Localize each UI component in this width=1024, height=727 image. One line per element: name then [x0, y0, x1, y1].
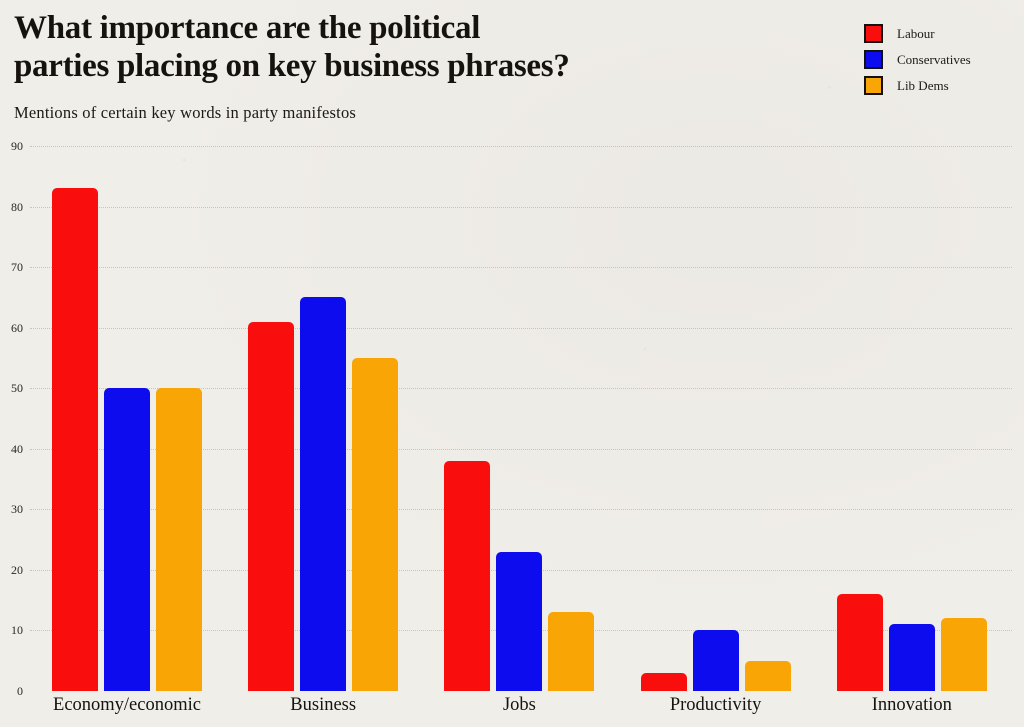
bar-labour: [248, 322, 295, 691]
chart-title: What importance are the political partie…: [14, 10, 814, 85]
y-axis-tick-label: 20: [11, 562, 23, 577]
gridline-30: [30, 509, 1012, 511]
legend-swatch-icon: [864, 50, 883, 69]
bar-conservatives: [496, 552, 543, 691]
bar-labour: [836, 594, 883, 691]
x-axis-category-label: Jobs: [502, 695, 536, 715]
y-axis-tick-label: 30: [11, 502, 23, 517]
y-axis-tick-label: 80: [11, 199, 23, 214]
bar-group-business: [248, 297, 399, 691]
y-axis-tick-label: 50: [11, 381, 23, 396]
legend-label: Conservatives: [897, 51, 971, 67]
bar-conservatives: [888, 624, 935, 691]
y-axis-tick-label: 40: [11, 441, 23, 456]
bar-group-jobs: [444, 461, 595, 691]
gridline-60: [30, 327, 1012, 329]
gridline-40: [30, 448, 1012, 450]
chart-title-line-1: What importance are the political: [14, 10, 481, 46]
legend-item-lib-dems: Lib Dems: [864, 76, 971, 95]
bar-group-productivity: [640, 630, 791, 691]
y-axis-tick-label: 60: [11, 320, 23, 335]
legend-label: Labour: [897, 25, 935, 41]
bar-conservatives: [300, 297, 347, 691]
legend-item-conservatives: Conservatives: [864, 50, 971, 69]
bar-labour: [640, 673, 687, 691]
chart-title-line-2: parties placing on key business phrases?: [14, 47, 570, 84]
legend-label: Lib Dems: [897, 77, 949, 93]
y-axis-tick-label: 70: [11, 260, 23, 275]
bar-lib-dems: [548, 612, 595, 691]
y-axis-tick-label: 90: [11, 139, 23, 153]
legend-swatch-icon: [864, 24, 883, 43]
x-axis-category-label: Economy/economic: [53, 695, 201, 715]
legend-swatch-icon: [864, 76, 883, 95]
gridline-80: [30, 206, 1012, 208]
x-axis-category-label: Innovation: [871, 695, 952, 715]
gridline-70: [30, 267, 1012, 269]
bar-lib-dems: [156, 388, 202, 691]
bar-lib-dems: [940, 618, 987, 691]
bar-labour: [444, 461, 491, 691]
bar-lib-dems: [744, 661, 791, 691]
legend-item-labour: Labour: [864, 24, 971, 43]
y-axis-tick-label: 10: [11, 623, 23, 638]
bar-labour: [52, 188, 98, 691]
bar-lib-dems: [352, 358, 399, 691]
chart-subtitle: Mentions of certain key words in party m…: [14, 103, 357, 122]
gridline-50: [30, 388, 1012, 390]
bar-conservatives: [104, 388, 150, 691]
gridline-90: [30, 146, 1012, 147]
x-axis-category-label: Business: [290, 695, 357, 715]
bar-group-innovation: [836, 594, 987, 691]
bar-conservatives: [692, 630, 739, 691]
y-axis-tick-label: 0: [17, 684, 23, 698]
x-axis-category-label: Productivity: [669, 695, 762, 715]
bar-group-economy-economic: [52, 188, 202, 691]
legend: Labour Conservatives Lib Dems: [864, 24, 971, 95]
